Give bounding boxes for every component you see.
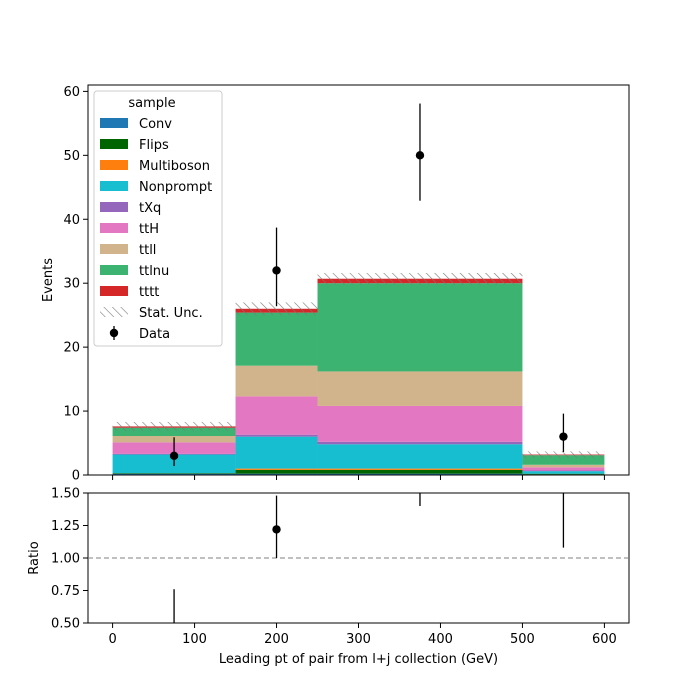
x-tick-label-0: 0 <box>108 632 116 647</box>
x-tick-label-300: 300 <box>346 632 371 647</box>
bar-flips-bin-2 <box>317 469 523 474</box>
x-tick-label-100: 100 <box>182 632 207 647</box>
legend-swatch-tth <box>100 223 128 233</box>
main-y-tick-label-20: 20 <box>63 341 80 356</box>
legend-label-tttt: tttt <box>139 285 159 300</box>
main-y-tick-label-50: 50 <box>63 149 80 164</box>
main-y-tick-label-0: 0 <box>72 469 80 484</box>
ratio-point-0 <box>170 633 178 641</box>
legend-label-conv: Conv <box>139 117 172 132</box>
ratio-panel-axes: 0.50 0.75 1.00 1.25 1.50 0 100 200 300 400 500 600 <box>51 487 630 647</box>
main-panel-stat-uncertainty <box>112 272 605 458</box>
main-y-tick-label-40: 40 <box>63 213 80 228</box>
main-y-axis-label: Events <box>41 258 56 302</box>
main-panel-data-points <box>169 103 568 467</box>
bar-ttll-bin-3 <box>522 464 605 468</box>
legend-swatch-ttlnu <box>100 265 128 275</box>
bar-ttll-bin-2 <box>317 371 523 406</box>
bar-conv-bin-1 <box>235 473 318 475</box>
legend-swatch-ttll <box>100 244 128 254</box>
bar-flips-bin-3 <box>522 473 605 475</box>
ratio-panel-data-points <box>170 475 565 641</box>
ratio-points <box>170 475 565 641</box>
bar-nonprompt-bin-3 <box>522 471 605 474</box>
legend-swatch-multiboson <box>100 160 128 170</box>
x-axis-label: Leading pt of pair from l+j collection (… <box>219 652 498 667</box>
bar-ttlnu-bin-1 <box>235 312 318 366</box>
bar-tth-bin-3 <box>522 467 605 471</box>
legend-label-data: Data <box>139 327 170 342</box>
data-point-1 <box>272 266 281 275</box>
legend-label-stat-unc: Stat. Unc. <box>139 306 203 321</box>
ratio-y-tick-label-1.50: 1.50 <box>51 487 80 502</box>
bar-conv-bin-0 <box>112 473 236 475</box>
legend-label-nonprompt: Nonprompt <box>139 180 212 195</box>
bar-tth-bin-2 <box>317 405 523 442</box>
legend-label-multiboson: Multiboson <box>139 159 210 174</box>
main-y-tick-label-10: 10 <box>63 405 80 420</box>
bar-txq-bin-2 <box>317 441 523 445</box>
legend-label-txq: tXq <box>139 201 161 216</box>
bar-tth-bin-1 <box>235 396 318 435</box>
x-tick-label-600: 600 <box>592 632 617 647</box>
ratio-point-2 <box>416 475 424 483</box>
main-panel-axes: 0 10 20 30 40 50 60 <box>63 84 630 484</box>
x-tick-label-400: 400 <box>428 632 453 647</box>
x-tick-label-500: 500 <box>510 632 535 647</box>
legend-swatch-nonprompt <box>100 181 128 191</box>
legend-box <box>93 90 223 347</box>
legend-swatch-conv <box>100 118 128 128</box>
legend-data-marker <box>109 328 119 338</box>
legend-label-tth: ttH <box>139 222 159 237</box>
stat-unc-bin-3 <box>522 451 605 458</box>
bar-ttll-bin-1 <box>235 365 318 397</box>
main-y-tick-label-60: 60 <box>63 85 80 100</box>
bar-ttlnu-bin-2 <box>317 283 523 372</box>
bar-flips-bin-1 <box>235 469 318 474</box>
legend-swatch-stat-unc <box>100 307 128 317</box>
legend-label-ttlnu: ttlnu <box>139 264 169 279</box>
bar-conv-bin-2 <box>317 473 523 475</box>
bar-nonprompt-bin-2 <box>317 444 523 469</box>
bar-ttlnu-bin-0 <box>112 427 236 436</box>
data-point-2 <box>415 151 425 160</box>
bar-nonprompt-bin-1 <box>235 436 318 469</box>
data-point-3 <box>559 432 568 441</box>
stat-unc-bin-0 <box>112 421 236 431</box>
legend: sample Conv Flips Multiboson Nonprompt tXq ttH… <box>93 90 223 347</box>
bar-multiboson-bin-2 <box>317 468 523 470</box>
ratio-y-tick-label-1.00: 1.00 <box>51 552 80 567</box>
legend-label-flips: Flips <box>139 138 169 153</box>
bar-multiboson-bin-1 <box>235 468 318 470</box>
bar-ttlnu-bin-3 <box>522 455 605 465</box>
ratio-point-1 <box>272 525 281 534</box>
legend-title: sample <box>128 96 175 111</box>
data-point-0 <box>169 451 179 461</box>
main-y-tick-label-30: 30 <box>63 277 80 292</box>
legend-label-ttll: ttll <box>139 243 156 258</box>
ratio-y-tick-label-0.75: 0.75 <box>51 584 80 599</box>
stat-unc-bin-2 <box>317 272 523 285</box>
bar-txq-bin-1 <box>235 434 318 437</box>
x-tick-label-200: 200 <box>264 632 289 647</box>
legend-swatch-txq <box>100 202 128 212</box>
bar-flips-bin-0 <box>112 473 236 474</box>
stat-unc-bin-1 <box>235 302 318 316</box>
bar-txq-bin-3 <box>522 470 605 472</box>
ratio-y-axis-label: Ratio <box>27 541 42 574</box>
ratio-y-tick-label-1.25: 1.25 <box>51 519 80 534</box>
legend-swatch-flips <box>100 139 128 149</box>
ratio-y-tick-label-0.50: 0.50 <box>51 617 80 632</box>
legend-swatch-tttt <box>100 286 128 296</box>
